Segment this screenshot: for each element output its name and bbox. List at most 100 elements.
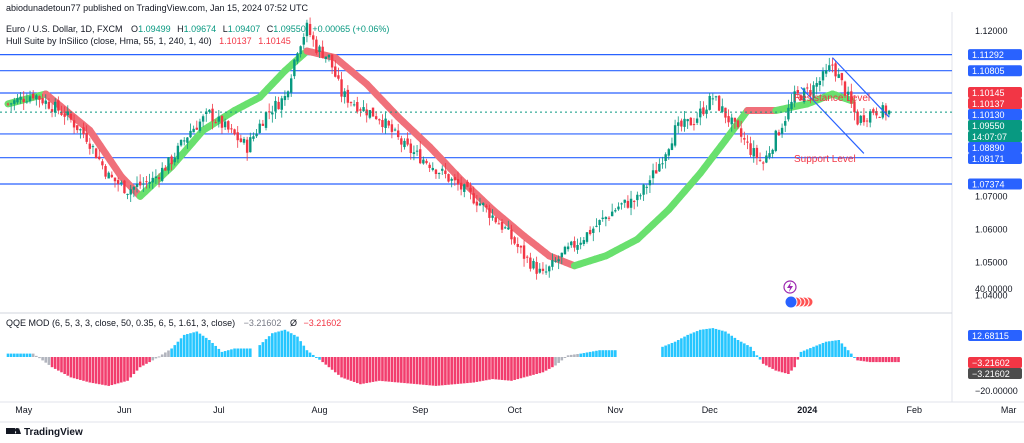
change-value: +0.00065 (+0.06%): [312, 24, 389, 34]
candle: [425, 158, 428, 165]
qqe-bar: [560, 357, 564, 361]
candle: [815, 77, 818, 95]
candle: [431, 162, 434, 172]
qqe-bar: [488, 357, 491, 380]
qqe-bar: [739, 341, 743, 357]
candle: [9, 102, 13, 112]
close-value: 1.09550: [273, 24, 306, 34]
qqe-bar: [22, 353, 26, 357]
qqe-bar: [211, 342, 214, 357]
qqe-bar: [286, 331, 290, 357]
qqe-bar: [390, 357, 394, 382]
low-value: 1.09407: [228, 24, 261, 34]
economic-event-icon[interactable]: [784, 295, 798, 309]
candle: [50, 103, 54, 118]
svg-text:1.07374: 1.07374: [972, 180, 1005, 190]
candle: [334, 60, 337, 78]
qqe-bar: [846, 350, 850, 357]
qqe-bar: [680, 338, 683, 357]
candle: [107, 171, 110, 179]
candle: [762, 161, 765, 171]
price-level-tag[interactable]: 1.11292: [968, 49, 1022, 61]
qqe-bar: [733, 337, 737, 357]
qqe-bar: [897, 357, 900, 363]
price-level-tag[interactable]: 1.08171: [968, 152, 1022, 164]
candle: [636, 191, 639, 207]
qqe-bar: [403, 357, 406, 384]
qqe-bar: [783, 357, 787, 374]
qqe-bar: [469, 357, 472, 383]
hull-indicator-name[interactable]: Hull Suite by InSilico (close, Hma, 55, …: [6, 36, 212, 46]
qqe-indicator-name[interactable]: QQE MOD (6, 5, 3, 3, close, 50, 0.35, 6,…: [6, 318, 235, 328]
qqe-bar: [890, 357, 894, 363]
candle: [500, 219, 504, 234]
candle: [157, 173, 161, 188]
price-level-tag[interactable]: 1.09550: [968, 119, 1022, 131]
time-axis[interactable]: May Jun Jul Aug Sep Oct Nov Dec 2024 Feb Mar: [15, 405, 1016, 415]
qqe-bar: [805, 349, 809, 357]
qqe-bar: [834, 340, 837, 357]
osc-value-tag[interactable]: −3.21602: [968, 367, 1022, 379]
candle: [82, 122, 85, 139]
time-tick-label: Sep: [412, 405, 428, 415]
candle: [655, 162, 658, 174]
candle: [76, 125, 79, 134]
candle: [170, 154, 173, 171]
qqe-bar: [444, 357, 447, 386]
candle: [201, 114, 205, 127]
price-level-tag[interactable]: 1.10805: [968, 65, 1022, 77]
candle: [35, 94, 38, 106]
qqe-bar: [768, 357, 771, 368]
candle: [680, 118, 683, 132]
price-level-tag[interactable]: 1.10137: [968, 97, 1022, 109]
qqe-bar: [239, 348, 243, 357]
price-level-tag[interactable]: 1.10130: [968, 108, 1022, 120]
resistance-label: Resistance Level: [794, 93, 870, 104]
price-level-tag[interactable]: 1.07374: [968, 178, 1022, 190]
price-level-tag[interactable]: 1.10145: [968, 86, 1022, 98]
qqe-bar: [799, 351, 803, 357]
qqe-bar: [324, 357, 328, 365]
qqe-bar: [752, 351, 756, 357]
price-axis-ticks: 1.12000 1.07000 1.06000 1.05000 1.04000: [975, 26, 1008, 300]
qqe-bar: [387, 357, 391, 382]
qqe-bar: [780, 357, 784, 373]
price-level-tag[interactable]: 14:07:07: [968, 130, 1022, 142]
qqe-bar: [821, 342, 825, 357]
qqe-bar: [686, 334, 689, 357]
candle: [475, 194, 479, 213]
descending-channel[interactable]: [800, 57, 890, 154]
horizontal-levels[interactable]: [0, 54, 952, 185]
events-markers[interactable]: [783, 280, 814, 309]
qqe-bar: [777, 357, 781, 372]
candle: [746, 135, 749, 150]
candle: [94, 147, 98, 159]
qqe-bar: [884, 357, 888, 363]
candle: [733, 117, 737, 129]
qqe-bar: [698, 329, 702, 357]
qqe-bar: [220, 351, 224, 357]
candle: [872, 107, 875, 116]
candle: [623, 199, 626, 208]
channel-trendline[interactable]: [831, 57, 890, 118]
candle: [6, 102, 10, 107]
hull-value-2: 1.10145: [258, 36, 291, 46]
qqe-bar: [343, 357, 346, 379]
channel-trendline[interactable]: [800, 86, 865, 154]
candle: [708, 92, 711, 111]
qqe-bar: [119, 357, 123, 383]
price-level-tag[interactable]: 1.08890: [968, 141, 1022, 153]
candle: [824, 63, 828, 78]
qqe-bar: [730, 335, 734, 357]
candle: [516, 237, 519, 254]
osc-value-tag[interactable]: −3.21602: [968, 356, 1022, 368]
candle: [466, 179, 469, 188]
tradingview-logo[interactable]: TradingView: [6, 427, 83, 438]
qqe-bar: [82, 357, 85, 381]
candle: [859, 114, 862, 126]
qqe-bar: [529, 357, 532, 376]
candle: [296, 52, 299, 65]
osc-value-tag[interactable]: 12.68115: [968, 329, 1022, 341]
symbol-name[interactable]: Euro / U.S. Dollar, 1D, FXCM: [6, 24, 123, 34]
qqe-bar: [604, 350, 608, 357]
